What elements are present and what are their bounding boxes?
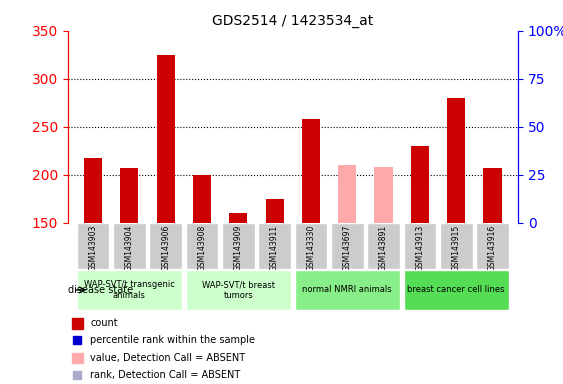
Bar bbox=[374, 167, 392, 223]
Bar bbox=[157, 55, 175, 223]
FancyBboxPatch shape bbox=[222, 223, 254, 269]
Text: normal NMRI animals: normal NMRI animals bbox=[302, 285, 392, 295]
Point bbox=[378, 265, 387, 271]
FancyBboxPatch shape bbox=[186, 270, 291, 310]
Text: GSM143913: GSM143913 bbox=[415, 225, 425, 271]
Bar bbox=[72, 318, 83, 329]
Text: WAP-SVT/t breast
tumors: WAP-SVT/t breast tumors bbox=[202, 280, 275, 300]
Text: WAP-SVT/t transgenic
animals: WAP-SVT/t transgenic animals bbox=[84, 280, 175, 300]
FancyBboxPatch shape bbox=[440, 223, 472, 269]
Bar bbox=[411, 146, 429, 223]
Text: GSM143916: GSM143916 bbox=[488, 225, 497, 271]
Text: GSM143911: GSM143911 bbox=[270, 225, 279, 271]
FancyBboxPatch shape bbox=[367, 223, 400, 269]
Text: value, Detection Call = ABSENT: value, Detection Call = ABSENT bbox=[90, 353, 245, 363]
FancyBboxPatch shape bbox=[294, 270, 400, 310]
FancyBboxPatch shape bbox=[186, 223, 218, 269]
Title: GDS2514 / 1423534_at: GDS2514 / 1423534_at bbox=[212, 14, 373, 28]
Bar bbox=[302, 119, 320, 223]
FancyBboxPatch shape bbox=[476, 223, 509, 269]
FancyBboxPatch shape bbox=[149, 223, 182, 269]
FancyBboxPatch shape bbox=[294, 223, 327, 269]
FancyBboxPatch shape bbox=[77, 270, 182, 310]
Bar bbox=[193, 175, 211, 223]
FancyBboxPatch shape bbox=[258, 223, 291, 269]
Text: GSM143904: GSM143904 bbox=[125, 225, 134, 271]
Bar bbox=[338, 165, 356, 223]
Text: GSM143906: GSM143906 bbox=[161, 225, 170, 271]
Text: GSM143909: GSM143909 bbox=[234, 225, 243, 271]
FancyBboxPatch shape bbox=[331, 223, 364, 269]
Text: GSM143330: GSM143330 bbox=[306, 225, 315, 271]
Text: GSM143915: GSM143915 bbox=[452, 225, 461, 271]
Bar bbox=[484, 168, 502, 223]
Text: rank, Detection Call = ABSENT: rank, Detection Call = ABSENT bbox=[90, 370, 240, 380]
Text: GSM143891: GSM143891 bbox=[379, 225, 388, 271]
Text: count: count bbox=[90, 318, 118, 328]
Text: disease state: disease state bbox=[68, 285, 133, 295]
FancyBboxPatch shape bbox=[77, 223, 109, 269]
Text: GSM143908: GSM143908 bbox=[198, 225, 207, 271]
Bar bbox=[266, 199, 284, 223]
Bar bbox=[447, 98, 465, 223]
Bar bbox=[84, 159, 102, 223]
Text: breast cancer cell lines: breast cancer cell lines bbox=[408, 285, 505, 295]
Bar bbox=[229, 213, 247, 223]
FancyBboxPatch shape bbox=[404, 270, 509, 310]
Text: GSM143697: GSM143697 bbox=[343, 225, 352, 271]
Text: GSM143903: GSM143903 bbox=[88, 225, 97, 271]
Text: percentile rank within the sample: percentile rank within the sample bbox=[90, 336, 255, 346]
Bar bbox=[120, 168, 138, 223]
Bar bbox=[72, 353, 83, 363]
FancyBboxPatch shape bbox=[404, 223, 436, 269]
FancyBboxPatch shape bbox=[113, 223, 146, 269]
